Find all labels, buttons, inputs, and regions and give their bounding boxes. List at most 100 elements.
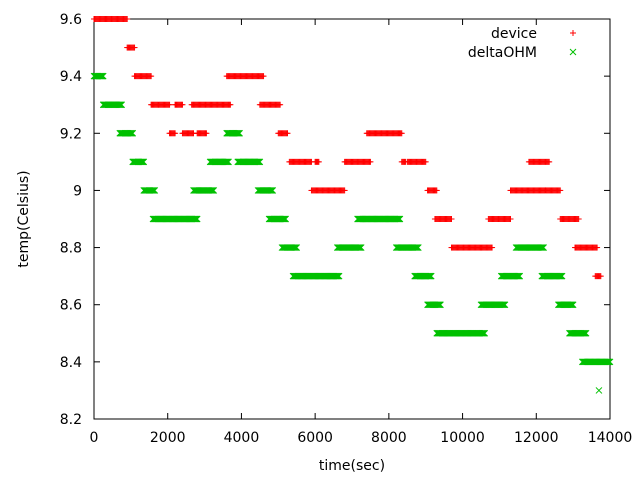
data-point-deltaOHM [223,158,231,166]
data-point-deltaOHM [137,158,145,166]
data-point-deltaOHM [603,358,611,366]
data-point-device [367,158,374,165]
x-tick-label: 14000 [588,430,633,446]
data-point-deltaOHM [253,158,261,166]
data-point-deltaOHM [436,301,443,309]
legend: device deltaOHM [468,26,577,61]
data-point-deltaOHM [414,244,422,251]
data-point-deltaOHM [268,187,276,194]
data-point-deltaOHM [127,129,135,137]
data-point-device [594,244,601,251]
data-point-deltaOHM [569,301,577,309]
data-point-deltaOHM [291,244,299,251]
data-point-deltaOHM [280,215,288,223]
data-point-deltaOHM [256,158,264,166]
data-point-deltaOHM [118,101,125,109]
data-point-deltaOHM [395,215,403,223]
data-point-deltaOHM [513,272,521,280]
data-point-device [489,244,496,251]
data-point-deltaOHM [332,272,340,280]
data-point-device [166,101,173,108]
data-point-deltaOHM [501,301,509,309]
data-point-deltaOHM [149,187,157,194]
data-point-deltaOHM [394,215,402,223]
x-axis-ticks: 0 2000 4000 6000 8000 10000 12000 14000 [90,19,633,446]
data-point-deltaOHM [605,358,613,366]
data-point-device [507,216,514,222]
data-point-deltaOHM [148,187,156,194]
x-axis-title: time(sec) [319,458,385,474]
data-point-deltaOHM [335,272,343,280]
data-point-deltaOHM [481,329,489,337]
data-point-deltaOHM [500,301,508,309]
data-point-deltaOHM [224,158,231,166]
data-point-deltaOHM [537,244,545,251]
data-point-deltaOHM [558,272,566,280]
data-point-deltaOHM [140,158,148,166]
data-point-deltaOHM [98,72,105,80]
data-point-deltaOHM [581,329,589,337]
data-point-deltaOHM [557,272,565,280]
data-point-deltaOHM [282,215,290,223]
data-point-deltaOHM [540,244,548,251]
data-point-deltaOHM [356,244,363,251]
y-tick-label: 9 [73,183,82,199]
data-point-deltaOHM [233,129,241,137]
data-point-device [148,73,155,80]
data-point-deltaOHM [139,158,147,166]
data-point-deltaOHM [235,129,243,137]
data-point-deltaOHM [606,358,614,366]
y-tick-label: 8.8 [60,241,82,257]
data-point-device [227,101,234,108]
data-point-device [557,187,564,194]
data-point-deltaOHM [266,187,274,194]
data-point-deltaOHM [192,215,200,223]
data-point-deltaOHM [480,329,488,337]
data-point-deltaOHM [514,272,522,280]
data-point-deltaOHM [357,244,365,251]
data-point-deltaOHM [97,72,104,80]
data-point-deltaOHM [281,215,289,223]
data-point-deltaOHM [427,272,435,280]
data-point-deltaOHM [150,187,158,194]
legend-marker-deltaOHM [569,48,577,56]
data-point-deltaOHM [222,158,230,166]
data-point-deltaOHM [210,187,218,194]
data-point-deltaOHM [516,272,524,280]
x-tick-label: 12000 [514,430,559,446]
data-point-deltaOHM [567,301,574,309]
data-point-deltaOHM [499,301,507,309]
legend-marker-device [570,30,576,36]
data-point-device [315,158,322,165]
data-point-deltaOHM [279,215,287,223]
data-point-deltaOHM [413,244,420,251]
data-point-deltaOHM [333,272,341,280]
x-tick-label: 6000 [297,430,333,446]
data-point-deltaOHM [479,329,487,337]
data-point-deltaOHM [355,244,362,251]
data-point-deltaOHM [580,329,588,337]
series-layer [90,16,614,394]
data-point-device [433,187,440,194]
data-point-deltaOHM [498,301,506,309]
data-point-deltaOHM [334,272,342,280]
data-point-deltaOHM [426,272,433,280]
data-point-deltaOHM [236,129,243,137]
data-point-deltaOHM [356,244,364,251]
data-point-deltaOHM [129,129,137,137]
data-point-deltaOHM [99,72,107,80]
data-point-deltaOHM [128,129,136,137]
data-point-deltaOHM [556,272,564,280]
data-point-deltaOHM [568,301,576,309]
data-point-device [575,216,582,222]
x-tick-label: 0 [90,430,99,446]
data-point-deltaOHM [293,244,301,251]
y-tick-label: 8.2 [60,412,82,428]
data-point-deltaOHM [234,129,242,137]
data-point-deltaOHM [126,129,134,137]
y-tick-label: 9.6 [60,12,82,28]
data-point-deltaOHM [604,358,612,366]
data-point-device [179,101,186,108]
data-point-deltaOHM [478,329,486,337]
